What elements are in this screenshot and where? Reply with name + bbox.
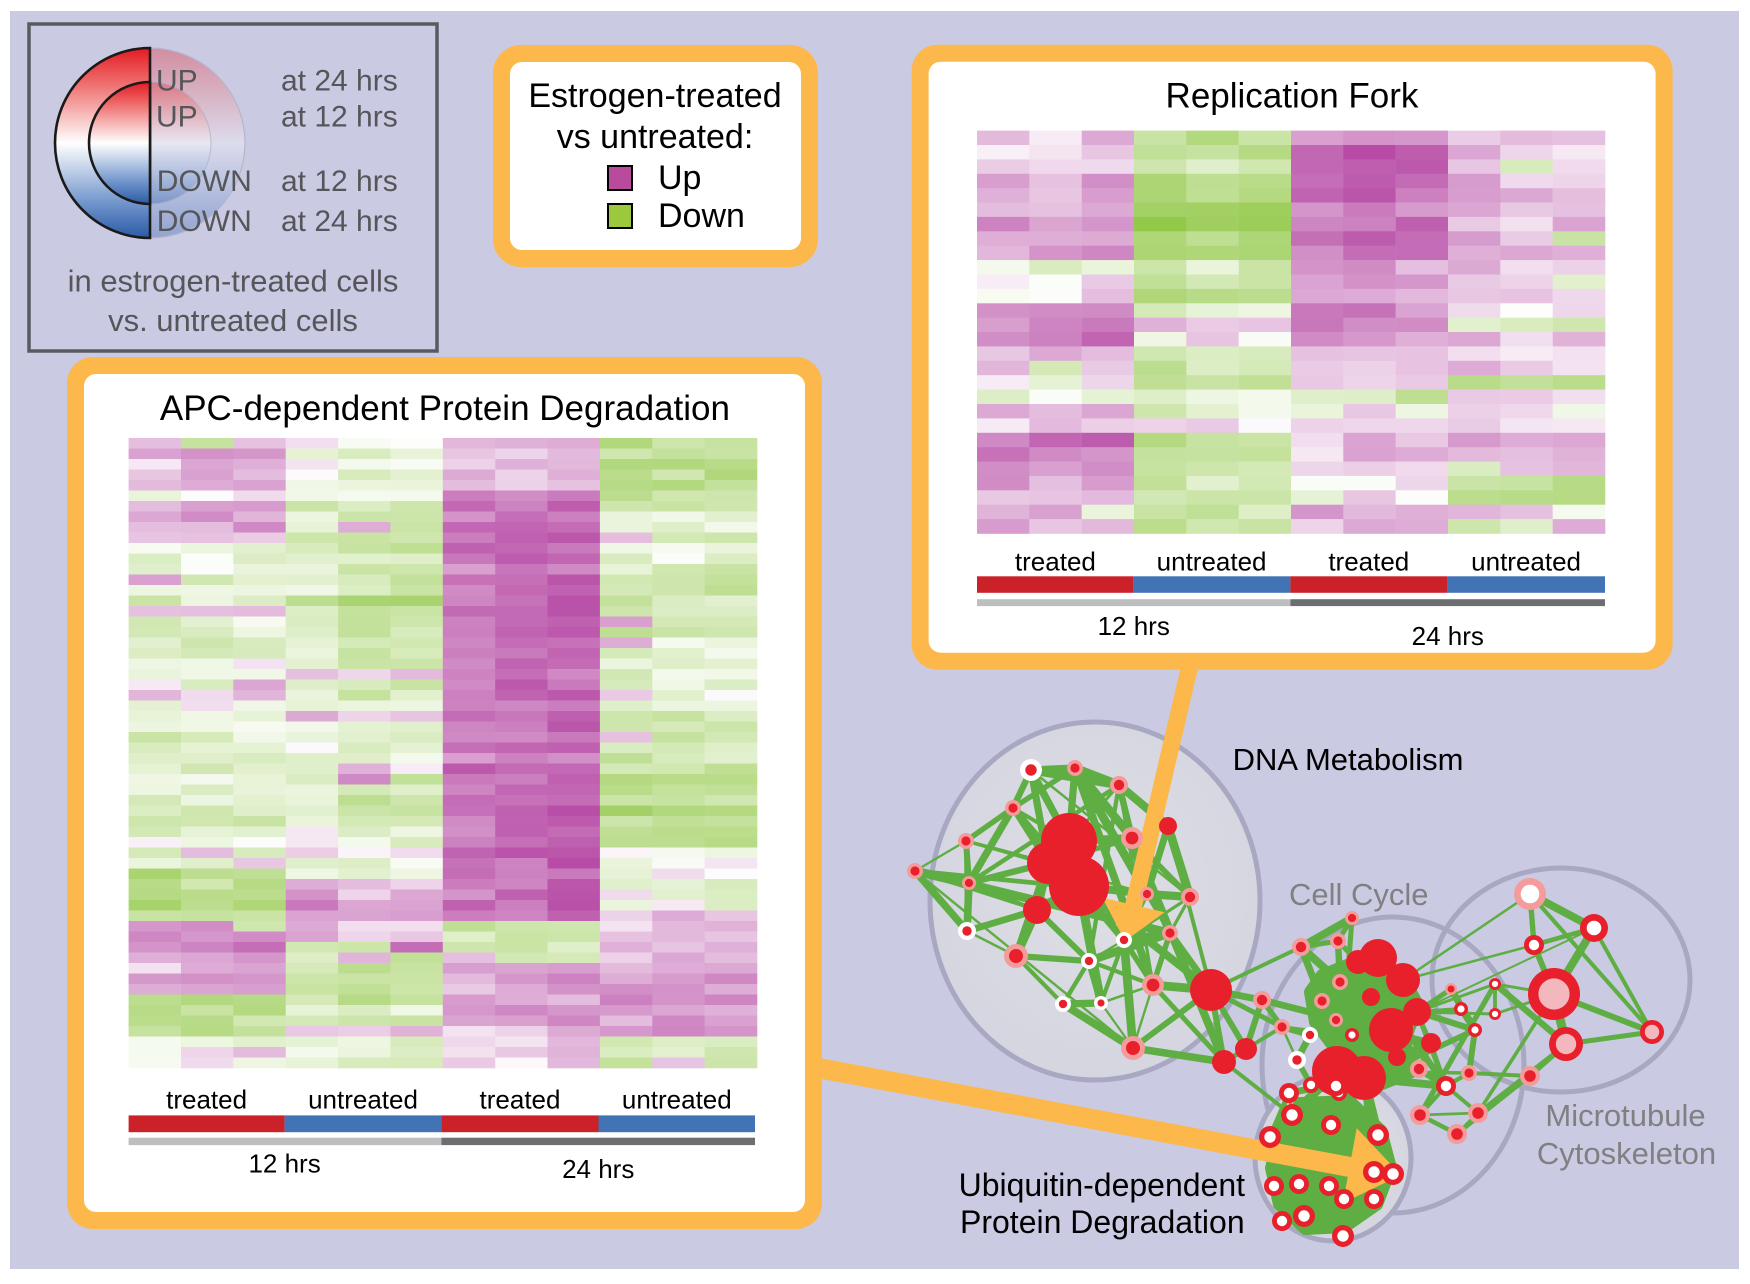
svg-text:Cell Cycle: Cell Cycle [1289, 877, 1429, 912]
svg-text:treated: treated [1328, 546, 1409, 576]
svg-text:Replication Fork: Replication Fork [1166, 76, 1419, 115]
svg-text:untreated: untreated [308, 1085, 418, 1115]
svg-text:Ubiquitin-dependent: Ubiquitin-dependent [959, 1167, 1246, 1203]
svg-text:UP: UP [156, 65, 198, 98]
svg-text:DNA Metabolism: DNA Metabolism [1233, 742, 1464, 777]
svg-text:APC-dependent Protein Degradat: APC-dependent Protein Degradation [160, 389, 730, 428]
svg-text:treated: treated [166, 1085, 247, 1115]
svg-text:at 12 hrs: at 12 hrs [281, 100, 398, 133]
svg-text:12 hrs: 12 hrs [248, 1148, 320, 1178]
svg-text:treated: treated [480, 1085, 561, 1115]
svg-text:24 hrs: 24 hrs [1412, 621, 1484, 651]
svg-text:Protein Degradation: Protein Degradation [960, 1204, 1245, 1240]
svg-text:Cytoskeleton: Cytoskeleton [1537, 1136, 1716, 1171]
svg-text:in estrogen-treated cells: in estrogen-treated cells [68, 264, 399, 299]
svg-text:vs. untreated cells: vs. untreated cells [108, 303, 358, 338]
svg-text:Up: Up [658, 159, 701, 197]
svg-text:untreated: untreated [622, 1085, 732, 1115]
svg-text:Down: Down [658, 197, 745, 235]
svg-text:vs untreated:: vs untreated: [557, 118, 754, 156]
svg-text:Estrogen-treated: Estrogen-treated [528, 77, 781, 115]
svg-text:12 hrs: 12 hrs [1098, 611, 1170, 641]
svg-text:DOWN: DOWN [157, 205, 252, 238]
svg-text:UP: UP [156, 100, 198, 133]
svg-text:at 24 hrs: at 24 hrs [281, 65, 398, 98]
svg-text:treated: treated [1015, 546, 1096, 576]
svg-text:24 hrs: 24 hrs [562, 1154, 634, 1184]
svg-text:at 24 hrs: at 24 hrs [281, 205, 398, 238]
svg-text:Microtubule: Microtubule [1545, 1098, 1705, 1133]
svg-text:untreated: untreated [1471, 546, 1581, 576]
svg-text:at 12 hrs: at 12 hrs [281, 165, 398, 198]
svg-text:DOWN: DOWN [157, 165, 252, 198]
svg-text:untreated: untreated [1157, 546, 1267, 576]
